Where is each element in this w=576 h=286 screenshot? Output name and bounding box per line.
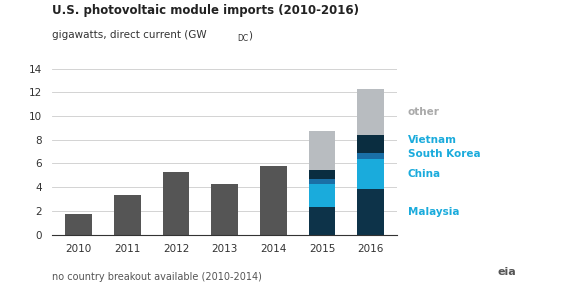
Bar xyxy=(357,89,384,135)
Text: no country breakout available (2010-2014): no country breakout available (2010-2014… xyxy=(52,272,262,282)
Bar xyxy=(309,170,335,179)
Bar xyxy=(309,132,335,170)
Bar xyxy=(65,214,92,235)
Text: eia: eia xyxy=(498,267,516,277)
Text: DC: DC xyxy=(237,34,248,43)
Bar xyxy=(114,195,141,235)
Text: gigawatts, direct current (GW: gigawatts, direct current (GW xyxy=(52,30,206,40)
Bar xyxy=(309,179,335,184)
Text: South Korea: South Korea xyxy=(408,149,480,159)
Bar xyxy=(357,159,384,190)
Text: other: other xyxy=(408,107,439,117)
Text: China: China xyxy=(408,169,441,179)
Bar xyxy=(357,190,384,235)
Bar xyxy=(309,207,335,235)
Bar xyxy=(162,172,190,235)
Text: ): ) xyxy=(248,30,252,40)
Bar xyxy=(211,184,238,235)
Bar xyxy=(309,184,335,207)
Text: Malaysia: Malaysia xyxy=(408,207,459,217)
Bar xyxy=(357,135,384,153)
Text: Vietnam: Vietnam xyxy=(408,135,457,145)
Bar xyxy=(260,166,287,235)
Text: U.S. photovoltaic module imports (2010-2016): U.S. photovoltaic module imports (2010-2… xyxy=(52,4,359,17)
Bar xyxy=(357,153,384,159)
